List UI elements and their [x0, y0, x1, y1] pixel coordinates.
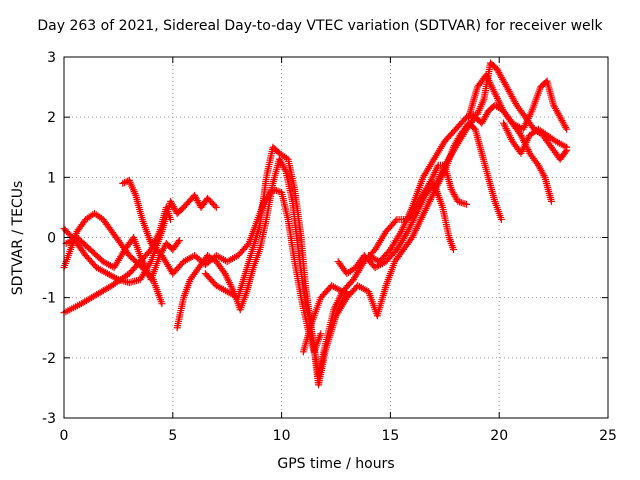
series-track-7: [201, 143, 351, 389]
data-point: [175, 237, 183, 245]
data-point: [317, 330, 325, 338]
series-track-4: [62, 234, 183, 284]
data-point: [450, 246, 458, 254]
data-point: [212, 203, 220, 211]
data-point: [562, 123, 570, 131]
data-point: [540, 172, 548, 180]
data-point: [497, 215, 505, 223]
data-point: [461, 200, 469, 208]
y-tick-label: 0: [47, 231, 56, 247]
x-axis-label: GPS time / hours: [277, 456, 395, 472]
y-tick-label: -3: [42, 411, 56, 427]
data-point: [463, 200, 471, 208]
series-track-9: [332, 119, 505, 320]
y-tick-label: -2: [42, 351, 56, 367]
series-track-2: [60, 209, 166, 308]
y-tick-label: 2: [47, 110, 56, 126]
grid-lines: [64, 57, 608, 418]
data-point: [274, 187, 282, 195]
data-points: [60, 59, 571, 389]
data-point: [392, 217, 400, 225]
chart-title: Day 263 of 2021, Sidereal Day-to-day VTE…: [37, 18, 603, 34]
y-axis-label: SDTVAR / TECUs: [10, 180, 26, 296]
series-track-14: [500, 119, 571, 157]
series-track-13: [465, 71, 571, 133]
data-point: [244, 241, 252, 249]
data-point: [563, 125, 571, 133]
x-tick-label: 10: [273, 428, 291, 444]
data-point: [211, 202, 219, 210]
series-track-8: [299, 161, 471, 356]
data-point: [547, 197, 555, 205]
y-tick-label: 1: [47, 170, 56, 186]
data-point: [119, 179, 127, 187]
x-tick-label: 20: [490, 428, 508, 444]
y-tick-label: -1: [42, 291, 56, 307]
x-tick-label: 15: [381, 428, 399, 444]
data-point: [516, 129, 524, 137]
x-tick-label: 0: [60, 428, 69, 444]
y-tick-label: 3: [47, 50, 56, 66]
x-tick-label: 5: [168, 428, 177, 444]
series-track-6: [173, 155, 347, 380]
data-point: [562, 148, 570, 156]
data-point: [220, 268, 228, 276]
data-point: [407, 235, 415, 243]
series-track-3: [60, 191, 220, 287]
axis-ticks: 0 5 10 15 20 25 -3 -2 -1 0 1 2 3: [42, 50, 617, 444]
series-track-10: [334, 179, 458, 278]
data-point: [563, 143, 571, 151]
x-tick-label: 25: [599, 428, 617, 444]
data-point: [459, 199, 467, 207]
data-point: [158, 300, 166, 308]
data-point: [174, 238, 182, 246]
